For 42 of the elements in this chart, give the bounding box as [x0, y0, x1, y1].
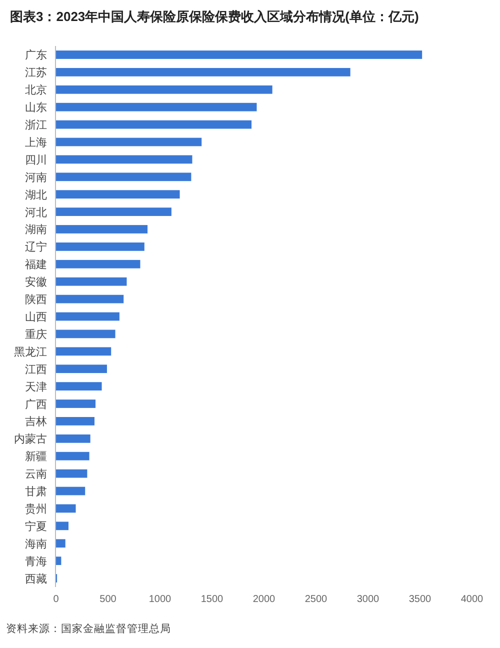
category-label: 西藏	[25, 573, 47, 586]
tick-label: 1000	[148, 594, 172, 605]
category-label: 陕西	[25, 294, 47, 306]
category-label: 福建	[25, 259, 47, 272]
tick-label: 0	[53, 594, 59, 605]
annotation: 资料来源：国家金融监督管理总局	[6, 623, 171, 635]
title: 图表3：2023年中国人寿保险原保险保费收入区域分布情况(单位：亿元)	[10, 9, 419, 24]
category-label: 河北	[25, 206, 47, 219]
category-label: 河南	[25, 172, 47, 184]
category-label: 内蒙古	[14, 434, 47, 446]
category-label: 吉林	[25, 416, 47, 428]
category-label: 江西	[25, 364, 47, 376]
category-label: 山东	[25, 102, 47, 114]
category-label: 浙江	[25, 120, 47, 132]
category-label: 青海	[25, 556, 47, 568]
category-label: 江苏	[25, 67, 47, 80]
tick-label: 500	[100, 594, 116, 605]
category-label: 黑龙江	[14, 346, 47, 358]
category-label: 四川	[25, 154, 47, 166]
category-label: 山西	[25, 312, 47, 324]
category-label: 广西	[25, 398, 47, 411]
category-label: 重庆	[25, 328, 47, 341]
tick-label: 1500	[200, 594, 224, 605]
category-label: 广东	[25, 50, 47, 62]
category-label: 贵州	[25, 503, 47, 516]
category-label: 云南	[25, 468, 47, 481]
category-label: 宁夏	[25, 520, 47, 533]
tick-label: 3500	[408, 594, 432, 605]
category-label: 湖南	[25, 224, 47, 236]
category-label: 海南	[25, 538, 47, 550]
category-label: 辽宁	[25, 242, 47, 254]
category-label: 湖北	[25, 189, 47, 202]
category-label: 甘肃	[25, 486, 47, 498]
tick-label: 2000	[252, 594, 276, 605]
category-label: 安徽	[25, 276, 47, 289]
category-label: 上海	[25, 136, 47, 149]
category-label: 天津	[25, 381, 47, 394]
tick-label: 4000	[460, 594, 484, 605]
tick-label: 2500	[304, 594, 328, 605]
category-label: 新疆	[25, 451, 47, 464]
tick-label: 3000	[356, 594, 380, 605]
category-label: 北京	[25, 84, 47, 97]
